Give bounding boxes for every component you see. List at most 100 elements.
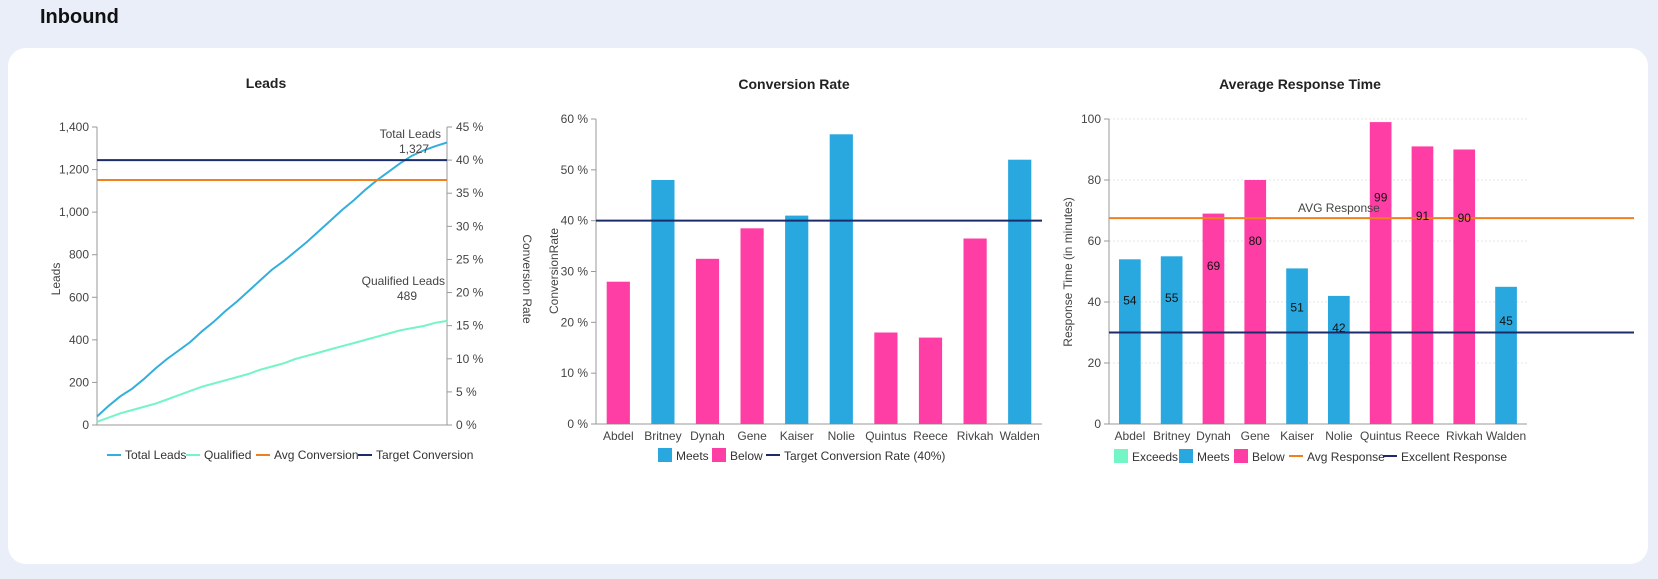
response-legend: Exceeds Meets Below Avg Response Excelle… (1114, 449, 1507, 464)
leads-chart-title: Leads (246, 75, 287, 91)
conversion-rate-chart: Conversion Rate ConversionRate 0 % 10 % 20… (547, 76, 1042, 463)
conversion-x-tick-label: Gene (737, 429, 767, 443)
leads-y2-tick-label: 25 % (456, 252, 484, 266)
response-data-label: 90 (1458, 211, 1472, 225)
conversion-bar (785, 215, 809, 424)
legend-total-leads[interactable]: Total Leads (107, 448, 186, 462)
conversion-y-tick-label: 30 % (561, 265, 589, 279)
conversion-bar (874, 332, 898, 424)
response-data-label: 42 (1332, 321, 1346, 335)
response-chart-title: Average Response Time (1219, 76, 1381, 92)
response-bar (1160, 256, 1183, 425)
leads-y2-axis-label: Conversion Rate (520, 234, 534, 324)
conversion-y-tick-label: 60 % (561, 112, 589, 126)
response-bar (1328, 295, 1350, 424)
svg-text:Below: Below (1252, 450, 1285, 464)
response-data-label: 99 (1374, 191, 1388, 205)
leads-y2-tick-label: 20 % (456, 286, 484, 300)
response-bar (1286, 268, 1308, 424)
legend-exceeds[interactable]: Exceeds (1114, 449, 1178, 464)
conversion-bar (963, 238, 987, 424)
leads-y2-tick-label: 10 % (456, 352, 484, 366)
svg-text:Meets: Meets (1197, 450, 1230, 464)
leads-y-tick-label: 200 (69, 375, 89, 389)
conversion-x-tick-label: Rivkah (957, 429, 994, 443)
qualified-leads-annotation-label: Qualified Leads (362, 274, 445, 288)
legend-qualified[interactable]: Qualified (186, 448, 251, 462)
avg-response-annotation: AVG Response (1298, 201, 1380, 215)
conversion-x-tick-label: Britney (644, 429, 681, 443)
legend-target-conversion[interactable]: Target Conversion (358, 448, 473, 462)
response-bar (1119, 259, 1141, 424)
conversion-x-tick-label: Dynah (690, 429, 725, 443)
leads-chart: Leads Leads Conversion Rate 0 200 400 600 80… (49, 75, 534, 462)
svg-text:Meets: Meets (676, 449, 709, 463)
legend-meets[interactable]: Meets (658, 448, 709, 463)
leads-y-tick-label: 0 (82, 418, 89, 432)
conversion-bar (918, 337, 943, 424)
conversion-bar (606, 281, 630, 424)
conversion-y-axis-label: ConversionRate (547, 228, 561, 314)
conversion-x-tick-label: Nolie (828, 429, 856, 443)
qualified-line (96, 319, 448, 423)
leads-y-tick-label: 400 (69, 333, 89, 347)
response-data-label: 55 (1165, 291, 1179, 305)
conversion-bar (695, 258, 720, 424)
response-x-tick-label: Nolie (1325, 429, 1353, 443)
conversion-x-tick-label: Abdel (603, 429, 634, 443)
leads-legend: Total Leads Qualified Avg Conversion Tar… (107, 448, 473, 462)
total-leads-annotation-value: 1,327 (399, 142, 429, 156)
page-title: Inbound (40, 6, 119, 28)
conversion-x-tick-label: Walden (1000, 429, 1040, 443)
response-x-tick-label: Rivkah (1446, 429, 1483, 443)
leads-y-tick-label: 600 (69, 290, 89, 304)
response-data-label: 69 (1207, 259, 1221, 273)
response-y-axis-label: Response Time (in minutes) (1061, 197, 1075, 346)
svg-text:Avg Conversion: Avg Conversion (274, 448, 359, 462)
response-bar (1369, 122, 1392, 424)
response-data-label: 91 (1416, 209, 1430, 223)
total-leads-line (96, 141, 448, 418)
leads-y2-tick-label: 40 % (456, 153, 484, 167)
conversion-y-tick-label: 0 % (567, 417, 588, 431)
conversion-x-tick-label: Reece (913, 429, 948, 443)
legend-target-conversion-rate[interactable]: Target Conversion Rate (40%) (766, 449, 945, 463)
response-y-tick-label: 40 (1088, 295, 1102, 309)
leads-y2-tick-label: 5 % (456, 385, 477, 399)
legend-excellent-response[interactable]: Excellent Response (1383, 450, 1507, 464)
response-bar (1202, 213, 1225, 424)
legend-below[interactable]: Below (1234, 449, 1285, 464)
leads-y2-tick-label: 30 % (456, 219, 484, 233)
legend-avg-conversion[interactable]: Avg Conversion (256, 448, 359, 462)
svg-text:Target Conversion: Target Conversion (376, 448, 473, 462)
conversion-y-tick-label: 10 % (561, 366, 589, 380)
conversion-bar (740, 228, 764, 424)
legend-below[interactable]: Below (712, 448, 763, 463)
legend-meets[interactable]: Meets (1179, 449, 1230, 464)
svg-text:Qualified: Qualified (204, 448, 251, 462)
conversion-legend: Meets Below Target Conversion Rate (40%) (658, 448, 945, 463)
response-data-label: 54 (1123, 294, 1137, 308)
response-bar (1244, 180, 1267, 424)
total-leads-annotation-label: Total Leads (380, 127, 441, 141)
legend-avg-response[interactable]: Avg Response (1289, 450, 1385, 464)
response-x-tick-label: Quintus (1360, 429, 1401, 443)
conversion-bar (829, 134, 853, 425)
response-data-label: 51 (1290, 300, 1304, 314)
conversion-x-tick-label: Kaiser (780, 429, 814, 443)
response-y-tick-label: 60 (1088, 234, 1102, 248)
response-x-tick-label: Reece (1405, 429, 1440, 443)
response-bar (1453, 149, 1476, 424)
response-bar (1411, 146, 1434, 424)
svg-text:Exceeds: Exceeds (1132, 450, 1178, 464)
response-x-tick-label: Britney (1153, 429, 1190, 443)
conversion-y-tick-label: 20 % (561, 315, 589, 329)
response-data-label: 45 (1499, 314, 1513, 328)
response-y-tick-label: 80 (1088, 173, 1102, 187)
conversion-x-tick-label: Quintus (865, 429, 906, 443)
response-y-tick-label: 100 (1081, 112, 1101, 126)
response-y-tick-label: 20 (1088, 356, 1102, 370)
conversion-chart-title: Conversion Rate (738, 76, 849, 92)
svg-text:Total Leads: Total Leads (125, 448, 186, 462)
response-x-tick-label: Walden (1486, 429, 1526, 443)
